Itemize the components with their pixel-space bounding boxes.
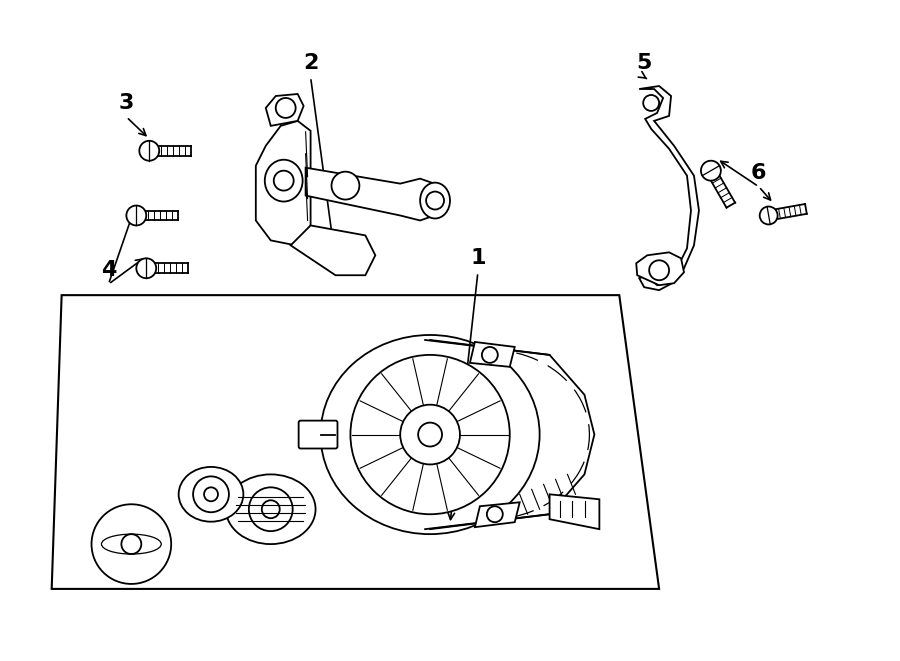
Polygon shape bbox=[639, 86, 699, 290]
Ellipse shape bbox=[420, 182, 450, 219]
Text: 5: 5 bbox=[636, 53, 652, 73]
Polygon shape bbox=[470, 342, 515, 367]
Polygon shape bbox=[636, 253, 684, 285]
Text: 4: 4 bbox=[101, 260, 116, 280]
Ellipse shape bbox=[265, 160, 302, 202]
Polygon shape bbox=[291, 225, 375, 275]
Ellipse shape bbox=[320, 335, 540, 534]
Circle shape bbox=[92, 504, 171, 584]
Circle shape bbox=[194, 477, 229, 512]
Text: 3: 3 bbox=[119, 93, 134, 113]
Text: 1: 1 bbox=[470, 249, 486, 268]
Text: 6: 6 bbox=[751, 163, 767, 182]
Circle shape bbox=[701, 161, 721, 180]
Text: 2: 2 bbox=[303, 53, 319, 73]
Polygon shape bbox=[550, 494, 599, 529]
Polygon shape bbox=[266, 94, 303, 126]
FancyBboxPatch shape bbox=[299, 420, 338, 449]
Circle shape bbox=[331, 172, 359, 200]
Circle shape bbox=[400, 405, 460, 465]
Ellipse shape bbox=[178, 467, 243, 522]
Polygon shape bbox=[256, 121, 310, 245]
Circle shape bbox=[136, 258, 157, 278]
Polygon shape bbox=[475, 502, 519, 527]
Circle shape bbox=[140, 141, 159, 161]
Circle shape bbox=[248, 487, 292, 531]
Circle shape bbox=[126, 206, 147, 225]
Circle shape bbox=[350, 355, 509, 514]
Polygon shape bbox=[306, 168, 440, 221]
Circle shape bbox=[760, 206, 778, 225]
Ellipse shape bbox=[226, 475, 316, 544]
